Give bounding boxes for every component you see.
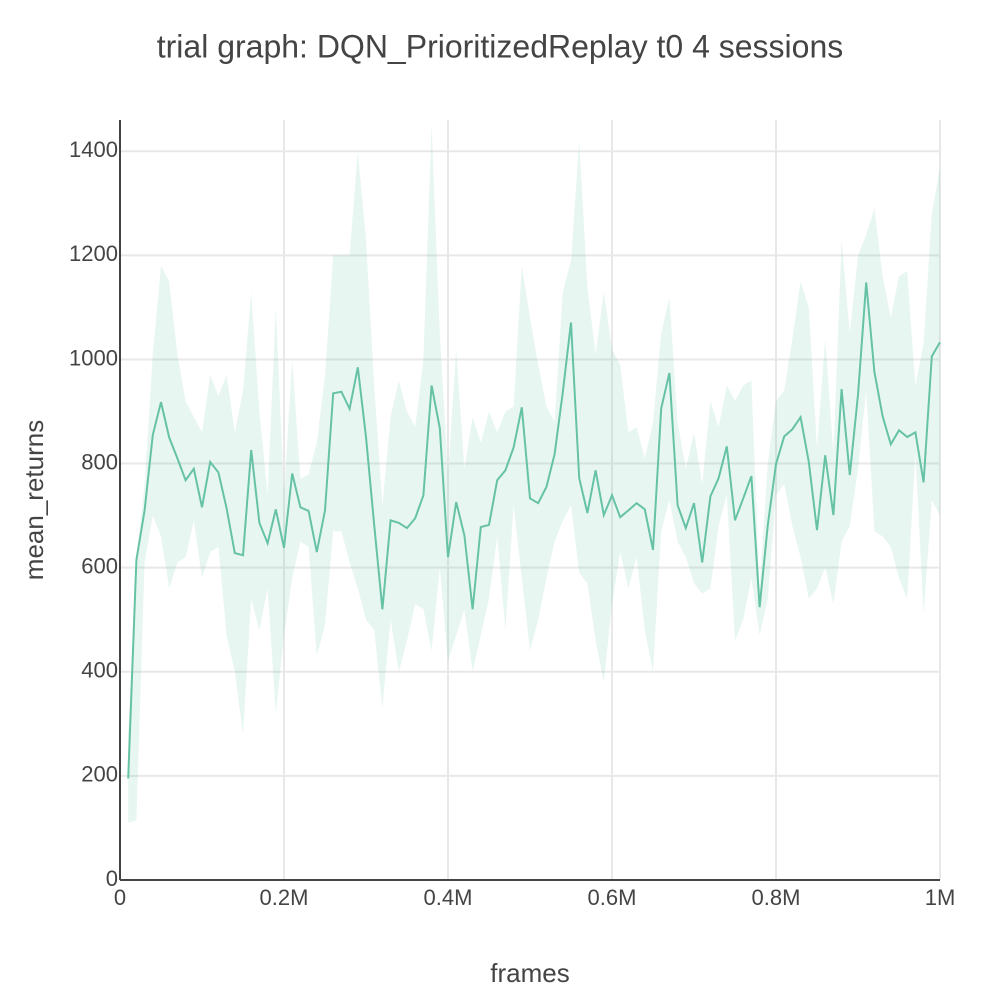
y-tick-label: 600 [81, 553, 118, 578]
chart-title: trial graph: DQN_PrioritizedReplay t0 4 … [157, 28, 844, 64]
y-tick-label: 0 [106, 866, 118, 891]
range-band [128, 125, 940, 823]
data-line [127, 282, 941, 779]
y-axis-title: mean_returns [19, 420, 49, 580]
y-tick-label: 1400 [69, 137, 118, 162]
x-tick-label: 0.4M [424, 885, 473, 910]
x-tick-label: 0.6M [588, 885, 637, 910]
y-tick-label: 800 [81, 449, 118, 474]
y-tick-label: 1200 [69, 241, 118, 266]
x-tick-label: 1M [925, 885, 956, 910]
y-tick-label: 400 [81, 658, 118, 683]
y-tick-label: 200 [81, 762, 118, 787]
x-axis-title: frames [490, 958, 569, 988]
x-tick-label: 0.2M [260, 885, 309, 910]
x-tick-label: 0.8M [752, 885, 801, 910]
x-tick-label: 0 [114, 885, 126, 910]
y-tick-label: 1000 [69, 345, 118, 370]
